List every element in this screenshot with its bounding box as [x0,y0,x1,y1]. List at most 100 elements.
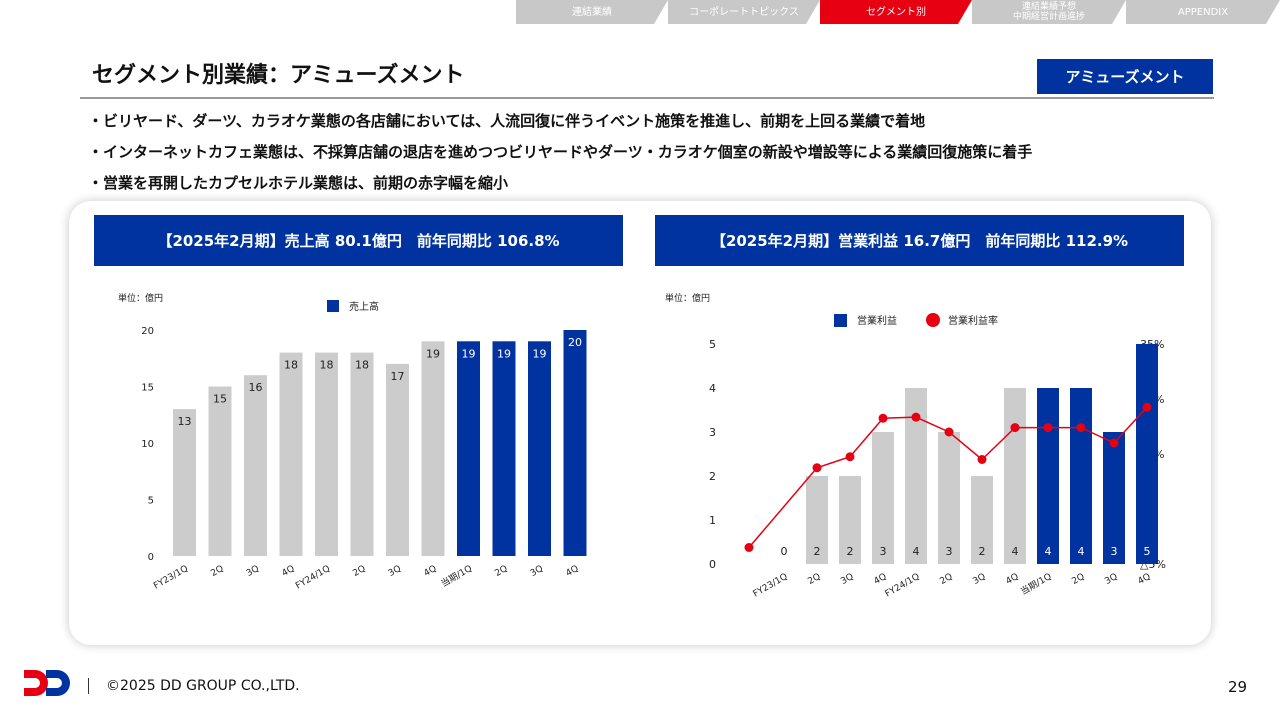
x-tick-label: 2Q [1070,572,1086,587]
x-tick-label: 2Q [806,572,822,587]
y-tick-label: 0 [709,558,716,571]
x-tick-label: 3Q [839,572,855,587]
tab-appendix[interactable]: APPENDIX [1126,0,1280,24]
margin-point [1109,438,1119,448]
x-tick-label: 当期/1Q [1018,570,1053,597]
bar-value-label: 19 [497,347,511,360]
bar [386,363,409,556]
bar-value-label: 4 [913,545,920,558]
bar-value-label: 16 [249,381,263,394]
y-tick-label: 3 [709,426,716,439]
y-tick-label: 20 [141,326,154,337]
margin-point [1076,423,1086,433]
sales-banner: 【2025年2月期】売上高 80.1億円 前年同期比 106.8% [94,215,623,266]
bar [971,476,993,564]
bar [563,330,587,556]
bar [872,432,894,564]
dd-logo [22,668,74,702]
margin-point [977,455,987,464]
copyright: ©2025 DD GROUP CO.,LTD. [106,678,300,694]
bar [1103,432,1125,564]
bar [938,432,960,564]
bar [315,352,338,556]
bar-value-label: 19 [462,347,476,360]
x-tick-label: 2Q [351,564,367,579]
bar [839,476,861,564]
bar [1070,388,1092,564]
y-tick-label: 1 [709,514,716,527]
x-tick-label: FY24/1Q [884,572,922,600]
bar-value-label: 19 [426,347,440,360]
x-tick-label: 4Q [422,564,438,579]
x-tick-label: 4Q [564,564,580,579]
margin-point [744,543,754,552]
y-tick-label: 15 [141,383,154,394]
tab-forecast[interactable]: 連結業績予想 中期経営計画進捗 [972,0,1126,24]
x-tick-label: 2Q [938,572,954,587]
bar [806,476,828,564]
x-tick-label: 3Q [387,564,403,579]
legend-swatch [834,314,847,327]
bar-value-label: 4 [1078,545,1085,558]
bar-value-label: 19 [533,347,547,360]
x-tick-label: 2Q [493,564,509,579]
legend-label: 営業利益 [857,314,897,327]
y-tick-label: 4 [709,382,716,395]
tab-segment[interactable]: セグメント別 [820,0,972,24]
tab-forecast-line1: 連結業績予想 [1021,2,1076,12]
bar [208,386,232,556]
profit-chart: 単位：億円営業利益営業利益率012345△5%5%15%25%35%0FY23/… [665,292,1166,600]
bar [350,352,374,556]
y-tick-label: 0 [148,552,154,563]
footer-separator [88,678,89,694]
bullet-item: ・ビリヤード、ダーツ、カラオケ業態の各店舗においては、人流回復に伴うイベント施策… [88,112,926,130]
tab-consolidated[interactable]: 連結業績 [516,0,668,24]
x-tick-label: FY23/1Q [752,572,790,600]
bar-value-label: 2 [847,545,854,558]
bar [173,409,196,556]
x-tick-label: 2Q [209,564,225,579]
x-tick-label: 3Q [245,564,261,579]
margin-point [944,427,954,437]
tab-forecast-line2: 中期経営計画進捗 [1012,12,1085,22]
bar [528,341,551,556]
x-tick-label: 4Q [1004,572,1020,587]
tab-corporate-topics[interactable]: コーポレートトピックス [668,0,820,24]
margin-point [812,463,822,473]
bullet-item: ・営業を再開したカプセルホテル業態は、前期の赤字幅を縮小 [88,174,509,192]
margin-point [878,413,888,423]
legend-label: 営業利益率 [948,314,998,327]
bar [1037,388,1059,564]
y-tick-label: 5 [709,338,716,351]
bar [457,341,480,556]
y-tick-label: 2 [709,470,716,483]
x-tick-label: FY24/1Q [294,564,332,592]
margin-point [1043,423,1053,433]
x-tick-label: 3Q [529,564,545,579]
unit-label: 単位：億円 [665,292,710,304]
bar-value-label: 5 [1144,545,1151,558]
bar-value-label: 18 [320,359,334,372]
bar [244,375,267,556]
margin-point [845,452,855,462]
x-tick-label: 4Q [1136,572,1152,587]
bar-value-label: 3 [1111,545,1118,558]
bar-value-label: 2 [979,545,986,558]
margin-point [1010,423,1020,433]
bar [1136,344,1158,564]
bar [905,388,927,564]
x-tick-label: 3Q [971,572,987,587]
bar-value-label: 3 [880,545,887,558]
bar-value-label: 4 [1045,545,1052,558]
profit-banner: 【2025年2月期】営業利益 16.7億円 前年同期比 112.9% [655,215,1184,266]
x-tick-label: 4Q [872,572,888,587]
bar-value-label: 0 [781,545,788,558]
legend-label: 売上高 [349,300,379,313]
bar-value-label: 18 [355,359,369,372]
bar [492,341,516,556]
bar [421,341,445,556]
page-title: セグメント別業績：アミューズメント [92,63,465,88]
bar-value-label: 15 [213,393,227,406]
bar [279,352,303,556]
